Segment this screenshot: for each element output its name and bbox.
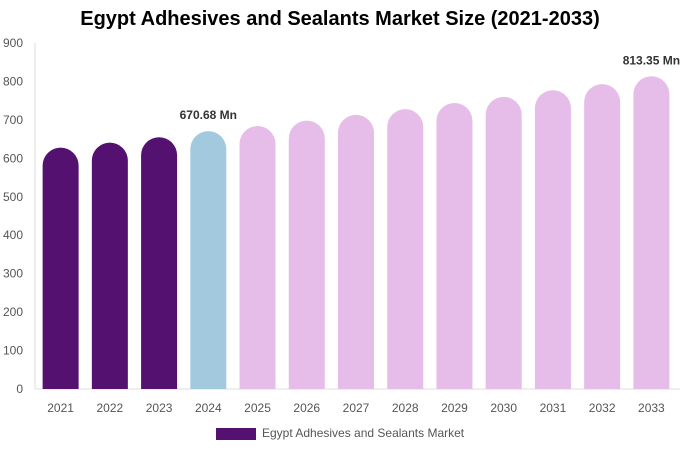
legend-swatch bbox=[216, 428, 256, 440]
y-tick-label: 0 bbox=[16, 382, 23, 396]
data-label: 670.68 Mn bbox=[180, 108, 237, 122]
y-tick-label: 400 bbox=[3, 228, 23, 242]
y-tick-label: 900 bbox=[3, 36, 23, 50]
bar-2021[interactable] bbox=[42, 147, 79, 389]
bar-2030[interactable] bbox=[485, 96, 522, 390]
bar-2026[interactable] bbox=[288, 120, 325, 389]
x-tick-label: 2033 bbox=[638, 401, 665, 415]
x-tick-label: 2022 bbox=[96, 401, 123, 415]
x-tick-label: 2029 bbox=[441, 401, 468, 415]
bar-2029[interactable] bbox=[436, 102, 473, 390]
x-tick-label: 2028 bbox=[392, 401, 419, 415]
bar-2027[interactable] bbox=[338, 114, 374, 389]
bar-2023[interactable] bbox=[141, 137, 178, 389]
y-tick-label: 600 bbox=[3, 151, 23, 165]
bar-2024[interactable] bbox=[190, 131, 227, 389]
x-tick-label: 2031 bbox=[540, 401, 567, 415]
x-tick-label: 2024 bbox=[195, 401, 222, 415]
chart-title: Egypt Adhesives and Sealants Market Size… bbox=[80, 8, 600, 30]
y-tick-label: 500 bbox=[3, 190, 23, 204]
y-tick-label: 100 bbox=[3, 344, 23, 358]
legend-label[interactable]: Egypt Adhesives and Sealants Market bbox=[262, 426, 465, 440]
bar-2033[interactable] bbox=[633, 76, 670, 390]
x-tick-label: 2025 bbox=[244, 401, 271, 415]
bar-2031[interactable] bbox=[534, 90, 571, 389]
bar-2028[interactable] bbox=[387, 109, 424, 389]
x-tick-label: 2030 bbox=[490, 401, 517, 415]
bar-2032[interactable] bbox=[584, 84, 621, 389]
y-tick-label: 300 bbox=[3, 267, 23, 281]
y-tick-label: 700 bbox=[3, 113, 23, 127]
bar-2025[interactable] bbox=[239, 126, 276, 390]
x-tick-label: 2027 bbox=[343, 401, 370, 415]
x-tick-label: 2026 bbox=[293, 401, 320, 415]
y-tick-label: 200 bbox=[3, 305, 23, 319]
x-tick-label: 2032 bbox=[589, 401, 616, 415]
bar-2022[interactable] bbox=[91, 142, 128, 389]
x-tick-label: 2021 bbox=[47, 401, 74, 415]
data-label: 813.35 Mn bbox=[623, 53, 680, 67]
x-tick-label: 2023 bbox=[146, 401, 173, 415]
y-tick-label: 800 bbox=[3, 74, 23, 88]
